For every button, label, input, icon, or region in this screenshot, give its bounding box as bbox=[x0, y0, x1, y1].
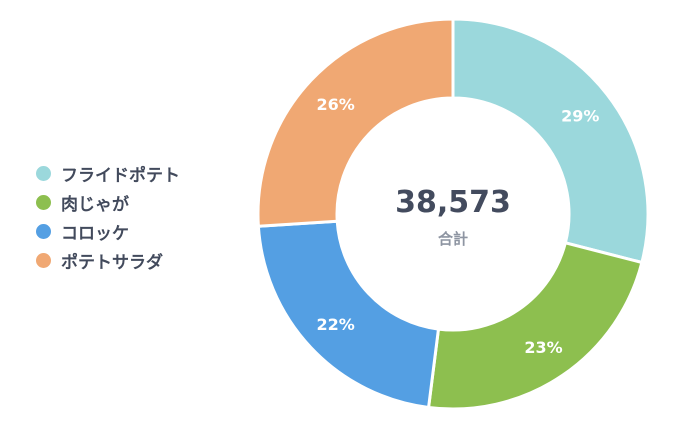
legend-item-nikujaga[interactable]: 肉じゃが bbox=[36, 191, 180, 215]
donut-slice-labels: 29% 23% 22% 26% bbox=[316, 95, 599, 357]
slice-label-nikujaga: 23% bbox=[524, 338, 562, 357]
legend-item-croquette[interactable]: コロッケ bbox=[36, 220, 180, 244]
legend-label-potato-salad: ポテトサラダ bbox=[61, 252, 163, 273]
slice-croquette[interactable] bbox=[256, 219, 441, 410]
legend-label-croquette: コロッケ bbox=[61, 223, 129, 244]
legend-item-french-fries[interactable]: フライドポテト bbox=[36, 162, 180, 186]
slice-label-french-fries: 29% bbox=[561, 106, 599, 125]
legend-swatch-croquette bbox=[36, 223, 51, 239]
slice-nikujaga[interactable] bbox=[426, 241, 644, 411]
legend-item-potato-salad[interactable]: ポテトサラダ bbox=[36, 249, 180, 273]
legend-swatch-potato-salad bbox=[36, 252, 51, 268]
legend-label-french-fries: フライドポテト bbox=[61, 165, 180, 186]
donut-slices bbox=[256, 17, 650, 411]
legend-label-nikujaga: 肉じゃが bbox=[61, 194, 129, 215]
legend-swatch-french-fries bbox=[36, 165, 51, 181]
total-label: 合計 bbox=[437, 230, 468, 248]
legend-swatch-nikujaga bbox=[36, 194, 51, 210]
slice-french-fries[interactable] bbox=[451, 17, 650, 265]
slice-label-potato-salad: 26% bbox=[316, 95, 354, 114]
total-value: 38,573 bbox=[395, 185, 511, 220]
slice-label-croquette: 22% bbox=[316, 315, 354, 334]
legend: フライドポテト 肉じゃが コロッケ ポテトサラダ bbox=[36, 162, 180, 273]
slice-potato-salad[interactable] bbox=[256, 17, 455, 228]
